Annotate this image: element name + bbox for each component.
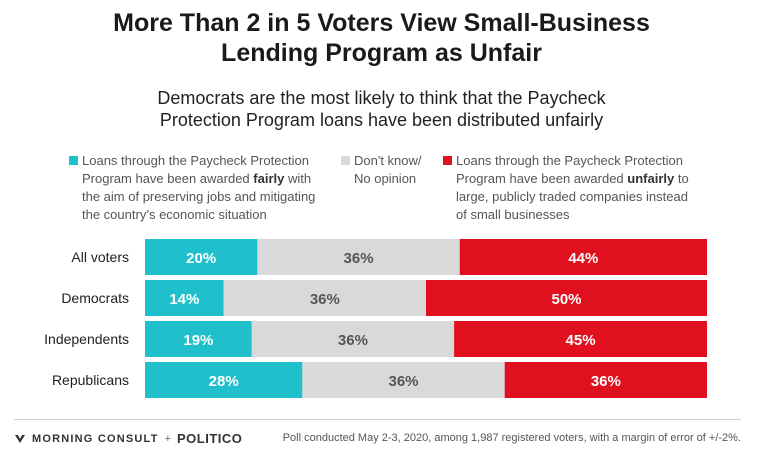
legend-swatch-fairly: [69, 156, 78, 165]
bar-unfairly-democrats: [426, 280, 707, 316]
bar-fairly-all-voters: [145, 239, 258, 275]
data-label-dont-know-independents: 36%: [338, 332, 368, 349]
legend-label-fairly: Loans through the Paycheck Protection Pr…: [69, 152, 315, 224]
bar-dont-know-republicans: [302, 362, 505, 398]
chart-subtitle-line-1: Democrats are the most likely to think t…: [157, 88, 606, 108]
category-label-republicans: Republicans: [52, 372, 129, 388]
legend-unfairly-line-2b: to: [674, 171, 689, 186]
bar-fairly-independents: [145, 321, 252, 357]
legend-unfairly-line-2a: Program have been awarded: [456, 171, 628, 186]
bar-fairly-democrats: [145, 280, 224, 316]
legend-unfairly-line-1: Loans through the Paycheck Protection: [456, 153, 683, 168]
bar-dont-know-all-voters: [257, 239, 460, 275]
data-label-unfairly-all-voters: 44%: [568, 250, 598, 267]
morning-consult-logo-icon: [15, 434, 25, 443]
legend-dont-know-line-1: Don't know/: [354, 153, 422, 168]
brand-morning-consult: MORNING CONSULT: [32, 432, 159, 445]
data-label-dont-know-all-voters: 36%: [344, 250, 374, 267]
data-label-fairly-republicans: 28%: [209, 373, 239, 390]
legend-swatch-unfairly: [443, 156, 452, 165]
legend-unfairly-line-4: of small businesses: [456, 207, 570, 222]
data-label-fairly-democrats: 14%: [169, 291, 199, 308]
bar-unfairly-all-voters: [459, 239, 707, 275]
legend-label-dont-know: Don't know/ No opinion: [341, 152, 422, 188]
bar-unfairly-independents: [454, 321, 707, 357]
legend-label-unfairly: Loans through the Paycheck Protection Pr…: [443, 152, 689, 224]
source-note: Poll conducted May 2-3, 2020, among 1,98…: [282, 432, 741, 444]
data-label-fairly-all-voters: 20%: [186, 250, 216, 267]
legend-item-fairly: Loans through the Paycheck Protection Pr…: [69, 152, 315, 224]
legend-fairly-line-1: Loans through the Paycheck Protection: [82, 153, 309, 168]
brand-politico: POLITICO: [177, 431, 243, 446]
stacked-bar-chart: All voters 20% 36% 44% Democrats 14% 36% 50% Ind…: [44, 239, 707, 398]
legend-fairly-line-2b: with: [284, 171, 312, 186]
chart-subtitle-line-2: Protection Program loans have been distr…: [159, 110, 604, 130]
legend-unfairly-line-3: large, publicly traded companies instead: [456, 189, 688, 204]
legend-fairly-line-4: the country’s economic situation: [82, 207, 267, 222]
legend-fairly-line-2a: Program have been awarded: [82, 171, 254, 186]
chart-subtitle: Democrats are the most likely to think t…: [0, 87, 763, 131]
bar-fairly-republicans: [145, 362, 303, 398]
data-label-fairly-independents: 19%: [183, 332, 213, 349]
legend-fairly-line-3: the aim of preserving jobs and mitigatin…: [82, 189, 316, 204]
chart-title: More Than 2 in 5 Voters View Small-Busin…: [0, 8, 763, 68]
data-label-unfairly-republicans: 36%: [591, 373, 621, 390]
category-label-all-voters: All voters: [71, 249, 129, 265]
data-label-dont-know-republicans: 36%: [389, 373, 419, 390]
bar-dont-know-independents: [251, 321, 455, 357]
footer-divider: [14, 419, 741, 420]
legend-item-dont-know: Don't know/ No opinion: [341, 152, 422, 188]
legend-item-unfairly: Loans through the Paycheck Protection Pr…: [443, 152, 689, 224]
bar-dont-know-democrats: [223, 280, 426, 316]
category-label-independents: Independents: [44, 331, 129, 347]
brand-credit: MORNING CONSULT + POLITICO: [14, 431, 242, 446]
category-label-democrats: Democrats: [61, 290, 129, 306]
legend-unfairly-emphasis: unfairly: [627, 171, 675, 186]
bar-unfairly-republicans: [504, 362, 707, 398]
legend-swatch-dont-know: [341, 156, 350, 165]
legend-fairly-emphasis: fairly: [253, 171, 285, 186]
chart-title-line-1: More Than 2 in 5 Voters View Small-Busin…: [113, 9, 650, 37]
data-label-unfairly-independents: 45%: [566, 332, 596, 349]
chart-title-line-2: Lending Program as Unfair: [221, 39, 542, 67]
data-label-unfairly-democrats: 50%: [551, 291, 581, 308]
data-label-dont-know-democrats: 36%: [310, 291, 340, 308]
brand-separator: +: [164, 432, 172, 445]
legend-dont-know-line-2: No opinion: [354, 171, 417, 186]
